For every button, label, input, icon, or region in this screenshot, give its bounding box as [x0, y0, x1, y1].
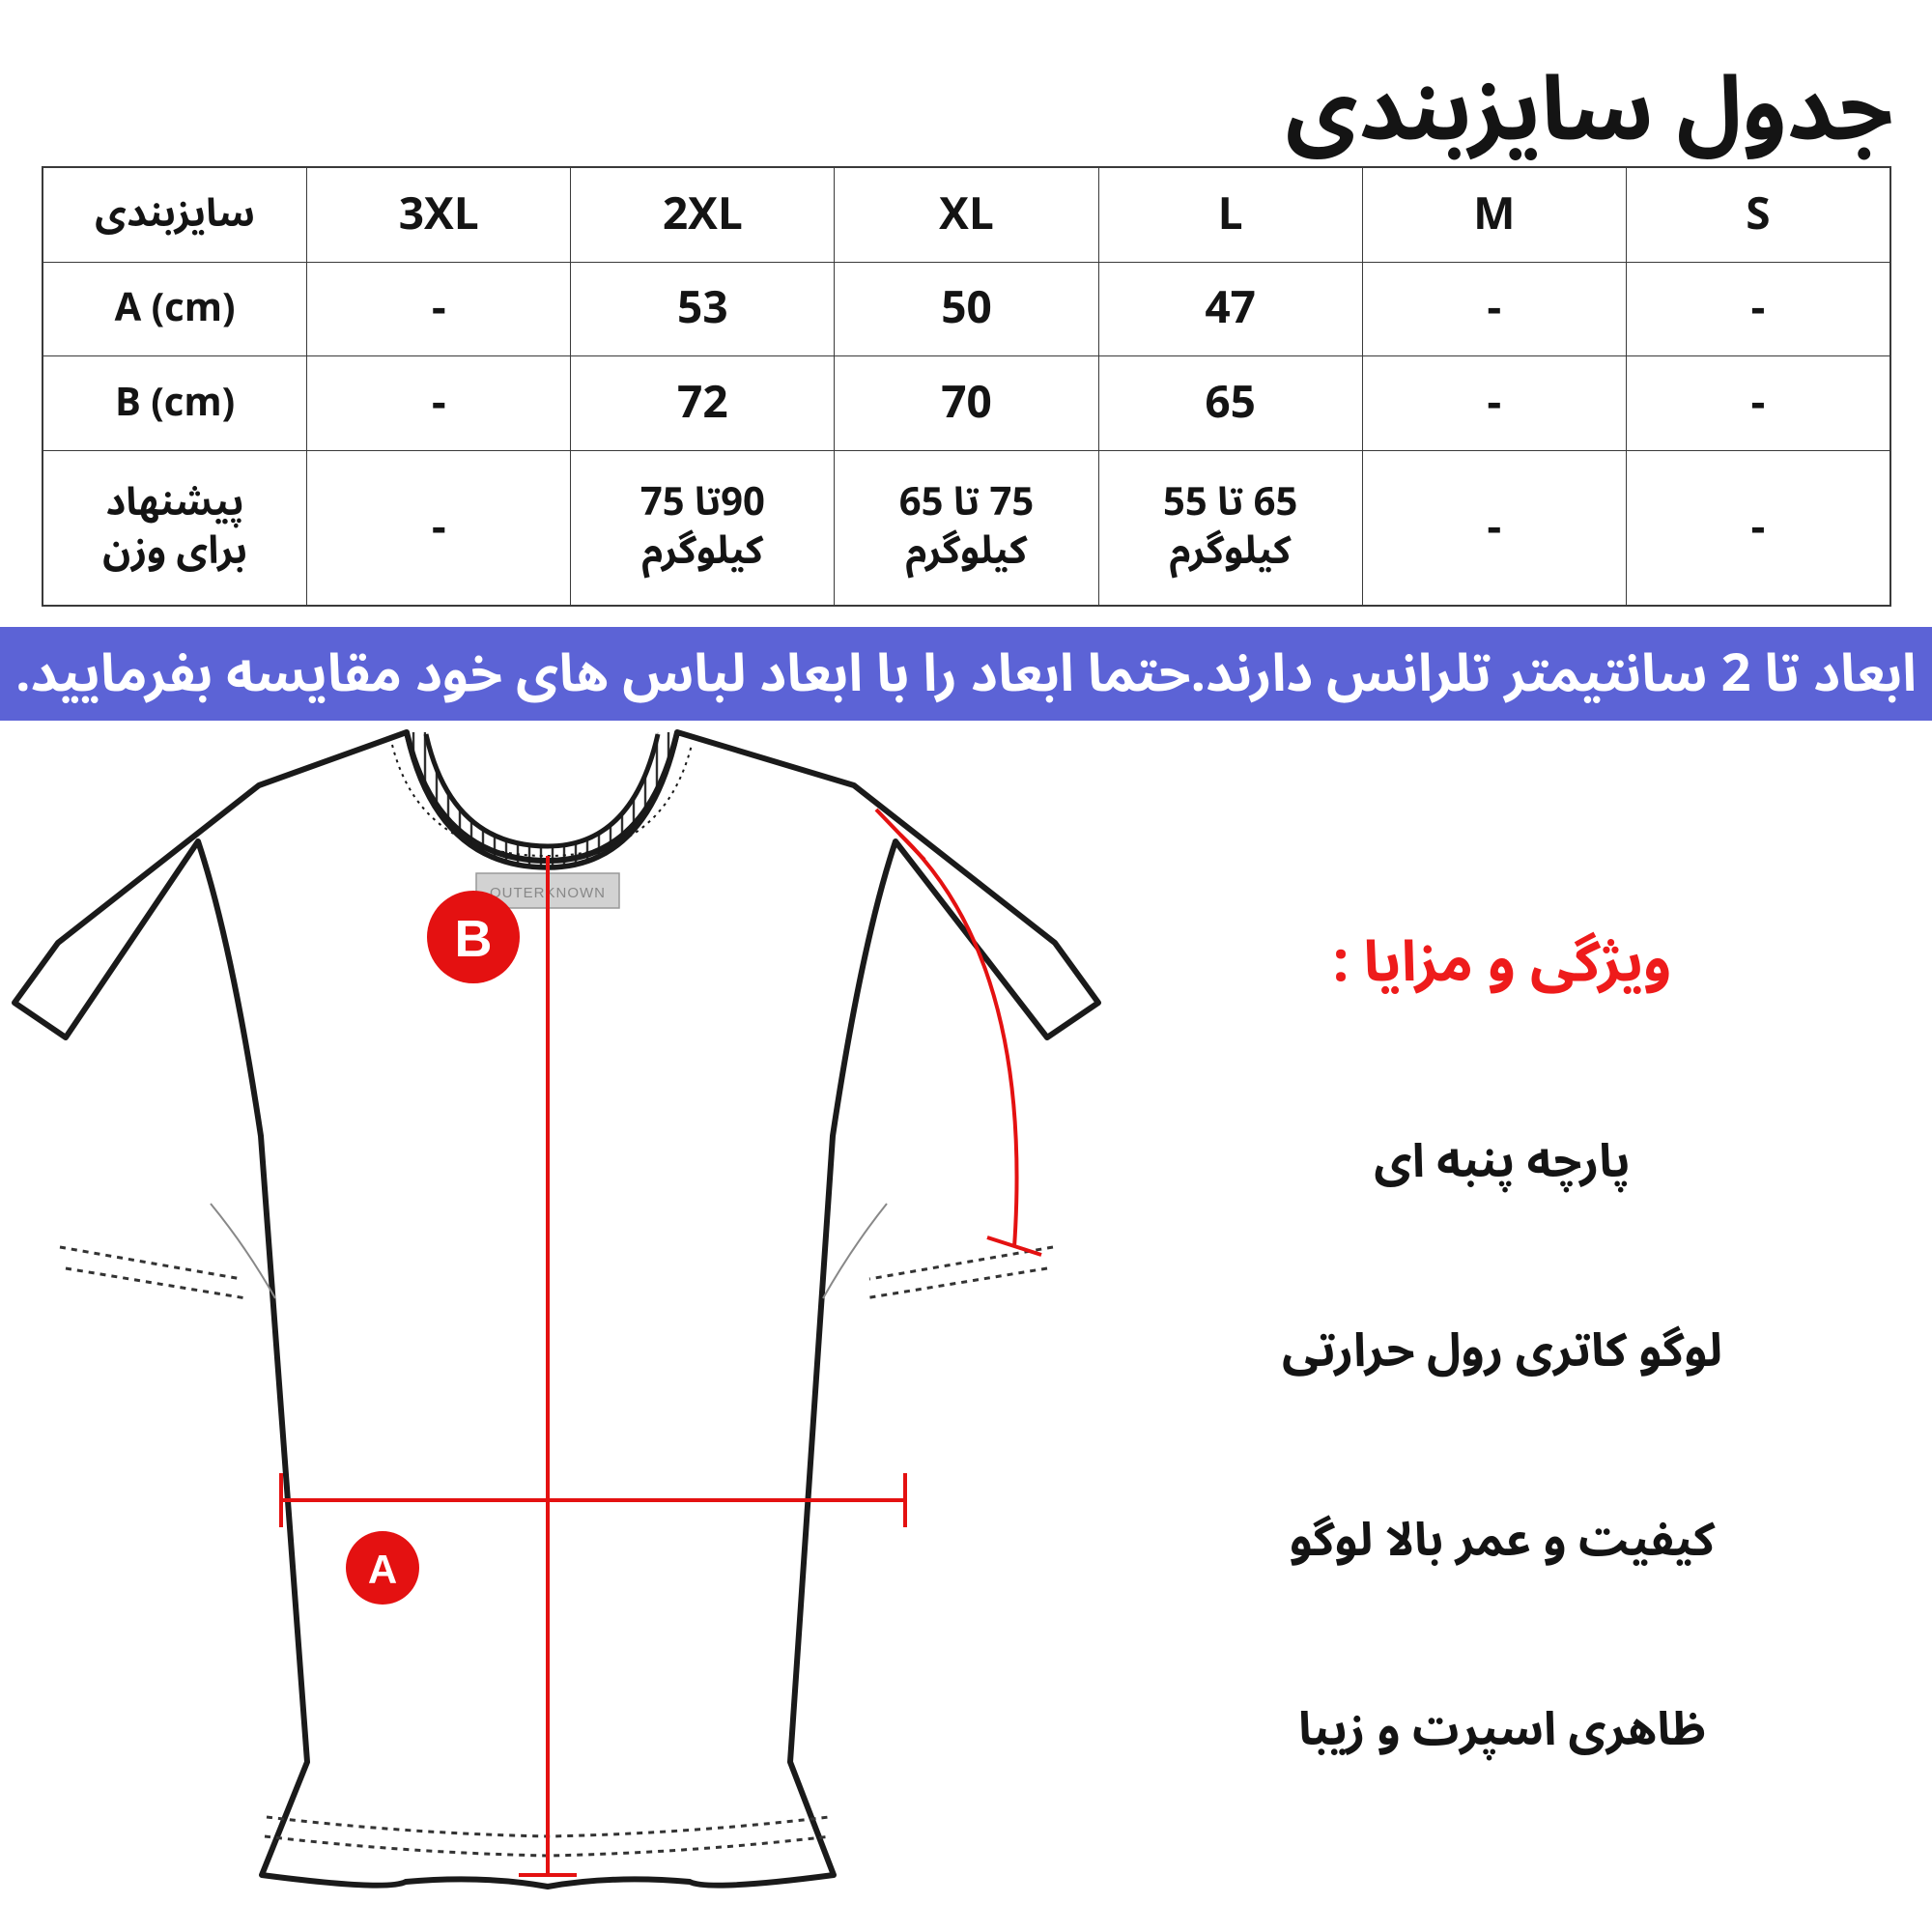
svg-text:B: B — [455, 910, 493, 968]
svg-text:A: A — [368, 1547, 397, 1592]
